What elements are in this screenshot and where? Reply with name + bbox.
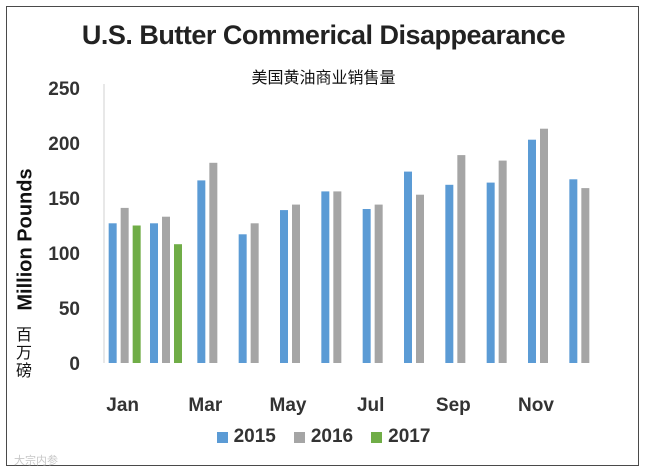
bar-2016-jul <box>374 204 383 363</box>
chart-title: U.S. Butter Commerical Disappearance <box>81 20 566 50</box>
bar-2015-mar <box>197 180 206 363</box>
x-tick-label: Jan <box>106 395 139 416</box>
bar-2015-sep <box>445 184 454 363</box>
bar-2016-feb <box>162 216 170 363</box>
bar-2016-dec <box>581 188 590 363</box>
bar-2015-jul <box>362 209 371 363</box>
legend: 2015 2016 2017 <box>0 426 647 448</box>
bar-2017-jan <box>132 225 141 363</box>
bar-2015-feb <box>150 223 158 363</box>
y-tick-label: 150 <box>48 189 80 210</box>
watermark: 大宗内参 <box>14 455 58 467</box>
bar-2017-feb <box>174 244 182 363</box>
bar-2015-may <box>280 210 288 363</box>
bar-2016-apr <box>250 223 259 363</box>
x-tick-label: Nov <box>518 395 554 416</box>
bar-2016-mar <box>209 162 218 363</box>
bar-2016-sep <box>457 155 466 363</box>
y-tick-label: 0 <box>69 354 80 375</box>
legend-label: 2016 <box>310 426 354 447</box>
x-tick-label: Jul <box>357 395 384 416</box>
bar-2015-jan <box>108 223 117 363</box>
bar-2015-dec <box>569 179 578 363</box>
legend-swatch <box>293 431 305 443</box>
unit-label: 百万磅 <box>15 327 32 380</box>
bar-2016-oct <box>498 160 507 363</box>
bar-2016-jun <box>333 191 342 363</box>
bar-2015-oct <box>486 182 495 363</box>
legend-swatch <box>216 431 228 443</box>
legend-label: 2017 <box>388 426 431 447</box>
bar-2016-nov <box>540 128 548 363</box>
legend-item-2015: 2015 <box>216 426 276 448</box>
y-tick-label: 200 <box>48 134 80 155</box>
y-tick-label: 250 <box>48 79 80 100</box>
y-tick-label: 50 <box>59 299 80 320</box>
legend-swatch <box>371 431 383 443</box>
legend-label: 2015 <box>233 426 276 447</box>
bar-2015-aug <box>404 171 412 363</box>
bar-2015-apr <box>238 234 247 363</box>
legend-item-2017: 2017 <box>371 426 430 448</box>
x-tick-label: Mar <box>188 395 222 416</box>
x-tick-label: Sep <box>436 395 471 416</box>
y-tick-label: 100 <box>48 244 80 265</box>
legend-item-2016: 2016 <box>293 426 354 448</box>
x-tick-label: May <box>270 395 307 416</box>
bar-2015-nov <box>528 139 536 363</box>
bar-2016-aug <box>416 194 424 363</box>
chart-subtitle: 美国黄油商业销售量 <box>251 70 396 87</box>
bar-2015-jun <box>321 191 330 363</box>
bar-2016-may <box>292 204 300 363</box>
bar-2016-jan <box>120 207 129 363</box>
